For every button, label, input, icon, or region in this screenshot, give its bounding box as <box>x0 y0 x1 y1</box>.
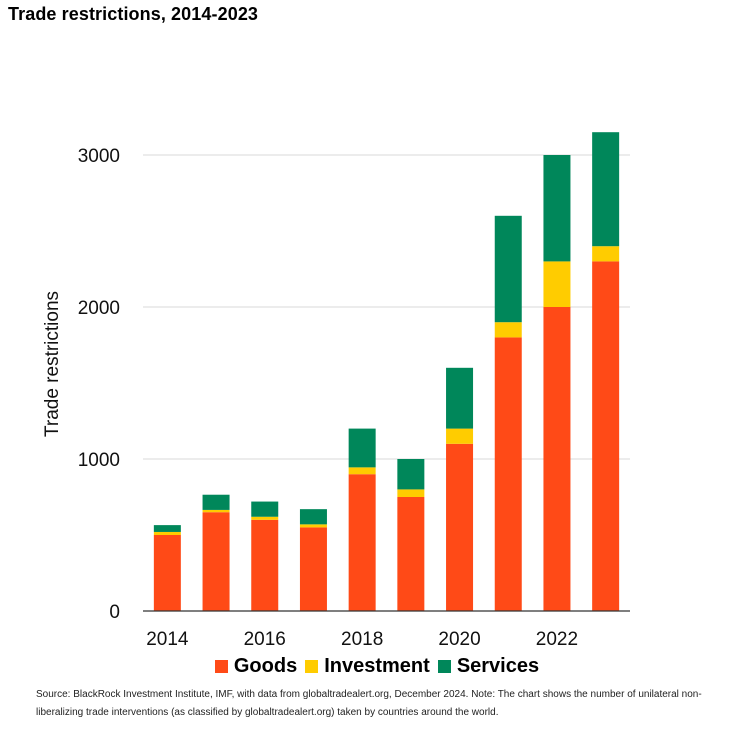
bar-goods-2023 <box>592 261 620 611</box>
bar-goods-2019 <box>397 497 425 611</box>
chart-svg: 0 1000 2000 3000 2014 2016 2018 2020 2022 Trade… <box>42 132 630 650</box>
bar-services-2014 <box>153 525 181 532</box>
legend-label: Investment <box>324 655 430 677</box>
y-tick-label: 2000 <box>78 298 120 319</box>
x-tick-label: 2014 <box>146 629 189 650</box>
bar-investment-2023 <box>592 246 620 262</box>
bar-investment-2014 <box>153 531 181 535</box>
bar-services-2016 <box>251 501 279 517</box>
y-axis-label: Trade restrictions <box>42 291 63 437</box>
bar-goods-2022 <box>543 307 571 611</box>
x-tick-label: 2022 <box>536 629 578 650</box>
bar-services-2017 <box>299 509 327 525</box>
bar-services-2022 <box>543 155 571 262</box>
x-tick-label: 2020 <box>438 629 480 650</box>
legend-swatch <box>214 660 228 673</box>
bar-investment-2018 <box>348 467 376 475</box>
legend-item-goods: Goods <box>214 655 298 678</box>
bars <box>153 132 620 611</box>
source-note: Source: BlackRock Investment Institute, … <box>36 689 702 718</box>
legend-item-services: Services <box>437 655 540 678</box>
legend-swatch <box>437 660 451 673</box>
legend: Goods Investment Services <box>0 655 754 679</box>
bar-goods-2021 <box>494 337 522 611</box>
bar-services-2019 <box>397 459 425 490</box>
legend-item-investment: Investment <box>305 655 430 678</box>
legend-label: Goods <box>233 655 298 677</box>
y-axis-ticks: 0 1000 2000 3000 <box>78 146 120 623</box>
bar-services-2020 <box>446 367 474 429</box>
bar-investment-2020 <box>446 428 474 444</box>
bar-services-2015 <box>202 494 230 510</box>
bar-investment-2021 <box>494 322 522 338</box>
y-tick-label: 3000 <box>78 146 120 167</box>
y-tick-label: 0 <box>109 602 120 623</box>
x-tick-label: 2018 <box>341 629 383 650</box>
bar-investment-2015 <box>202 509 230 513</box>
bar-goods-2016 <box>251 519 279 611</box>
bar-investment-2019 <box>397 489 425 497</box>
bar-investment-2016 <box>251 516 279 520</box>
bar-investment-2017 <box>299 524 327 528</box>
x-axis-ticks: 2014 2016 2018 2020 2022 <box>146 629 578 650</box>
chart-title: Trade restrictions, 2014-2023 <box>8 4 259 24</box>
bar-services-2023 <box>592 132 620 247</box>
bar-goods-2014 <box>153 535 181 611</box>
legend-label: Services <box>456 655 540 677</box>
bar-goods-2017 <box>299 527 327 611</box>
bar-investment-2022 <box>543 261 571 307</box>
legend-swatch <box>305 660 319 673</box>
x-tick-label: 2016 <box>244 629 286 650</box>
y-tick-label: 1000 <box>78 450 120 471</box>
bar-services-2018 <box>348 428 376 468</box>
bar-goods-2020 <box>446 443 474 611</box>
bar-goods-2018 <box>348 474 376 611</box>
bar-goods-2015 <box>202 512 230 611</box>
bar-services-2021 <box>494 215 522 323</box>
